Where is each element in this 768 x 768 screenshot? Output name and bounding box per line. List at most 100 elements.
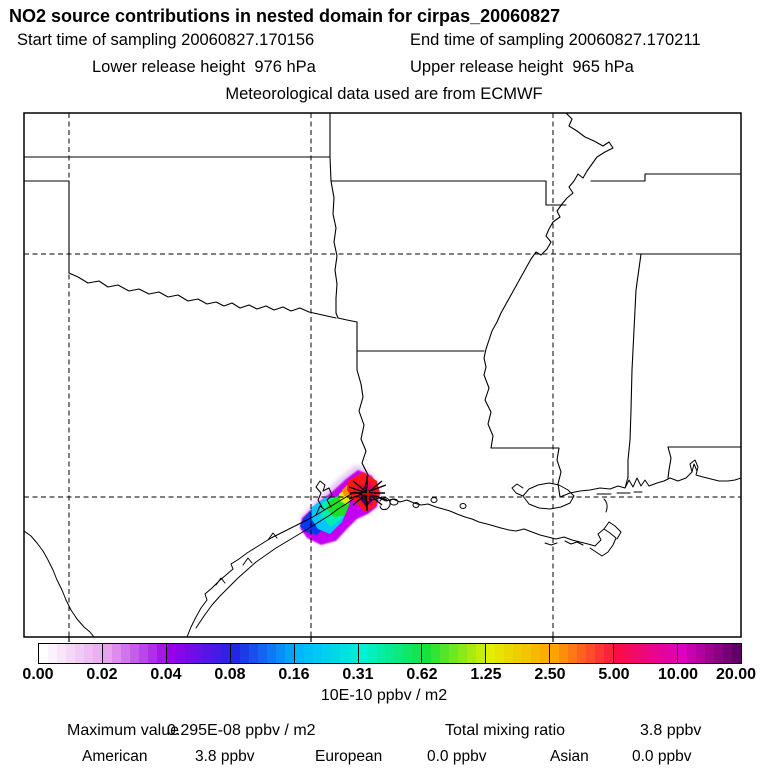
colorbar-stripe (147, 644, 157, 663)
colorbar-stripe (39, 644, 48, 663)
max-value-label: Maximum value (67, 722, 180, 739)
colorbar-stripe (367, 644, 377, 663)
colorbar-stripe (604, 644, 614, 663)
gulf-coast-mainland (186, 491, 596, 637)
colorbar-stripe (449, 644, 459, 663)
texas-bays (215, 505, 326, 586)
galveston-bay (315, 480, 333, 508)
colorbar-tick-label: 0.16 (278, 666, 310, 683)
border-texas-arkansas-louisiana (337, 317, 485, 352)
axis-ticks (68, 637, 554, 642)
colorbar-cell (293, 644, 358, 663)
start-time-label: Start time of sampling 20060827.170156 (17, 31, 315, 49)
border-missouri-arkansas (330, 180, 567, 206)
colorbar-stripe (513, 644, 523, 663)
colorbar-stripe (586, 644, 596, 663)
colorbar-stripe (294, 644, 304, 663)
colorbar-stripe (166, 644, 176, 663)
colorbar-stripe (376, 644, 386, 663)
border-alabama-florida (667, 446, 741, 479)
barrier-islands-ms (596, 491, 643, 513)
colorbar-tick-label: 10.00 (657, 666, 699, 683)
contribution-name: American (82, 748, 148, 765)
colorbar-stripe (92, 644, 102, 663)
rio-grande-border (24, 530, 95, 637)
map-frame (23, 112, 742, 638)
colorbar-stripe (312, 644, 322, 663)
colorbar-stripe (650, 644, 660, 663)
colorbar-stripe (467, 644, 477, 663)
contribution-name: Asian (550, 748, 589, 765)
border-oklahoma-panhandle (24, 180, 70, 274)
colorbar-stripe (458, 644, 468, 663)
colorbar-stripe (303, 644, 313, 663)
colorbar-cell (165, 644, 230, 663)
border-louisiana-mississippi-31n (490, 447, 562, 498)
contribution-value: 3.8 ppbv (195, 748, 255, 765)
colorbar-tick-label: 0.31 (342, 666, 374, 683)
colorbar-stripe (595, 644, 605, 663)
colorbar-stripe (83, 644, 93, 663)
colorbar-stripe (476, 644, 486, 663)
colorbar-cell (229, 644, 294, 663)
contribution-value: 0.0 ppbv (632, 748, 692, 765)
figure-title: NO2 source contributions in nested domai… (9, 6, 561, 26)
lake-pontchartrain (511, 482, 575, 510)
colorbar-cell (613, 644, 678, 663)
colorbar-units-label: 10E-10 ppbv / m2 (320, 687, 448, 704)
mississippi-delta (544, 521, 622, 557)
colorbar-cell (421, 644, 486, 663)
mixing-ratio-value: 3.8 ppbv (640, 722, 702, 739)
colorbar-stripe (568, 644, 578, 663)
colorbar-tick-label: 0.08 (214, 666, 246, 683)
colorbar-stripe (394, 644, 404, 663)
gridline-horizontal (24, 253, 741, 498)
colorbar-stripe (230, 644, 240, 663)
release-point-cross-icon (362, 488, 374, 501)
colorbar-stripe (722, 644, 732, 663)
colorbar-stripe (731, 644, 741, 663)
colorbar-stripe (47, 644, 57, 663)
colorbar-stripe (696, 644, 706, 663)
colorbar-stripe (495, 644, 505, 663)
colorbar-stripe (540, 644, 550, 663)
colorbar-tick-label: 0.62 (406, 666, 438, 683)
colorbar-stripe (220, 644, 230, 663)
red-river-border (68, 272, 337, 319)
colorbar-stripe (120, 644, 130, 663)
colorbar-stripe (522, 644, 532, 663)
colorbar-stripe (623, 644, 633, 663)
colorbar-stripe (632, 644, 642, 663)
colorbar-stripe (138, 644, 148, 663)
contribution-name: European (315, 748, 383, 765)
texas-barrier-islands (195, 498, 354, 629)
colorbar-cell (485, 644, 550, 663)
mississippi-sound-coast (559, 476, 650, 498)
colorbar-stripe (248, 644, 258, 663)
colorbar-stripe (687, 644, 697, 663)
colorbar-stripe (202, 644, 212, 663)
upper-release-label: Upper release height 965 hPa (410, 58, 634, 76)
colorbar-stripe (440, 644, 450, 663)
border-mississippi-alabama (627, 253, 642, 479)
colorbar-stripe (266, 644, 276, 663)
colorbar-stripe (412, 644, 422, 663)
colorbar-stripe (504, 644, 514, 663)
border-oklahoma-arkansas (330, 180, 339, 319)
colorbar-stripe (422, 644, 432, 663)
colorbar-stripe (531, 644, 541, 663)
louisiana-small-lakes (389, 497, 467, 509)
colorbar-tick-label: 0.04 (150, 666, 182, 683)
colorbar-stripe (184, 644, 194, 663)
colorbar-cell (101, 644, 166, 663)
met-source-label: Meteorological data used are from ECMWF (225, 85, 543, 103)
colorbar-stripe (257, 644, 267, 663)
colorbar-stripe (321, 644, 331, 663)
colorbar-stripe (275, 644, 285, 663)
colorbar-stripe (211, 644, 221, 663)
colorbar-stripe (641, 644, 651, 663)
colorbar-stripe (193, 644, 203, 663)
border-kentucky-tennessee (590, 173, 741, 182)
colorbar-stripe (175, 644, 185, 663)
